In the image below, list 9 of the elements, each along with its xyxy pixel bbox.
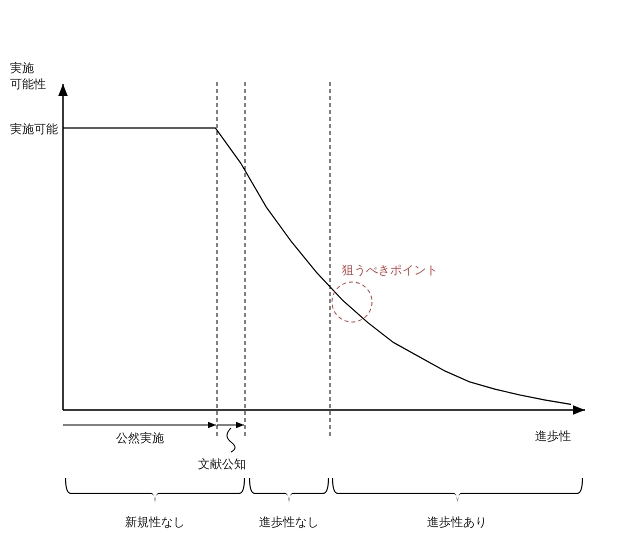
text: 進歩性あり (427, 515, 487, 529)
y-axis-title: 実施可能性 (10, 61, 46, 91)
text: 公然実施 (116, 431, 164, 445)
text: 実施可能 (10, 122, 58, 136)
annotation: 狙うべきポイント (342, 263, 438, 277)
text: 進歩性なし (259, 515, 319, 529)
x-axis-title: 進歩性 (535, 429, 571, 443)
text: 文献公知 (198, 457, 246, 471)
text: 新規性なし (125, 515, 185, 529)
